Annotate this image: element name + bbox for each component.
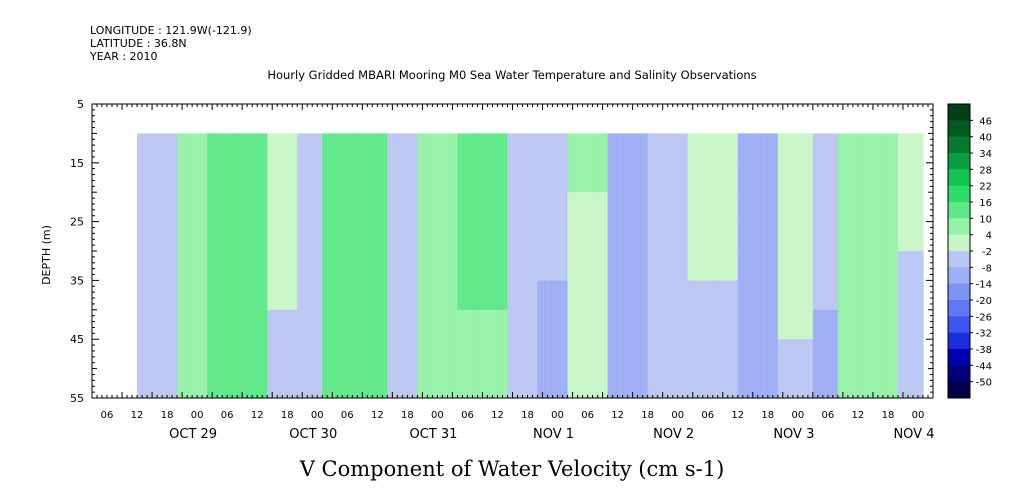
colorbar-swatch: [948, 381, 970, 399]
hour-tick-label: 12: [611, 410, 624, 421]
x-axis-label: V Component of Water Velocity (cm s-1): [299, 457, 725, 481]
hour-tick-label: 06: [822, 410, 835, 421]
hour-tick-label: 18: [761, 410, 774, 421]
hour-tick-labels: 06 12 18 00 06 12 18 00 06 12 18 00 06 12 18 00 06 12 18 00…: [101, 410, 925, 421]
colorbar-label: -38: [976, 345, 992, 356]
colorbar-label: -20: [976, 296, 992, 307]
hour-tick-label: 18: [281, 410, 294, 421]
colorbar-label: 40: [979, 133, 992, 144]
day-label: OCT 31: [409, 427, 457, 442]
colorbar-labels: 46 40 34 28 22 16 10 4 -2 -8 -14 -20 -26 -32 -38 -44 -50: [970, 116, 992, 389]
colorbar-label: 4: [986, 231, 992, 242]
colorbar-swatch: [948, 120, 970, 138]
day-label: OCT 29: [169, 427, 217, 442]
colorbar-label: 10: [979, 214, 992, 225]
colorbar-label: -14: [976, 280, 992, 291]
colorbar-swatch: [948, 153, 970, 170]
depth-tick-label: 25: [70, 216, 84, 229]
colorbar-swatch: [948, 104, 970, 121]
hour-tick-label: 06: [101, 410, 114, 421]
day-label: NOV 2: [653, 427, 694, 442]
hour-tick-label: 12: [491, 410, 504, 421]
colorbar-swatch: [948, 136, 970, 154]
texture-overlay: [137, 133, 933, 398]
hour-tick-label: 18: [521, 410, 534, 421]
colorbar-label: 28: [979, 165, 992, 176]
day-label: OCT 30: [289, 427, 337, 442]
hour-tick-label: 12: [731, 410, 744, 421]
chart-title: Hourly Gridded MBARI Mooring M0 Sea Wate…: [267, 68, 756, 82]
colorbar-label: 34: [979, 149, 992, 160]
hour-tick-label: 12: [131, 410, 144, 421]
hour-tick-label: 00: [431, 410, 444, 421]
colorbar-label: 16: [979, 198, 992, 209]
colorbar-swatch: [948, 218, 970, 236]
hour-tick-label: 12: [371, 410, 384, 421]
depth-tick-label: 5: [77, 98, 84, 111]
colorbar-swatch: [948, 169, 970, 187]
colorbar-label: -8: [982, 263, 992, 274]
depth-tick-label: 35: [70, 274, 84, 287]
colorbar-label: -2: [982, 247, 992, 258]
depth-tick-label: 15: [70, 157, 84, 170]
depth-tick-label: 45: [70, 333, 84, 346]
longitude-label: LONGITUDE : 121.9W(-121.9): [90, 24, 252, 37]
y-axis-label: DEPTH (m): [40, 225, 53, 285]
day-label: NOV 4: [893, 427, 934, 442]
colorbar-swatch: [948, 349, 970, 366]
hour-tick-label: 18: [882, 410, 895, 421]
colorbar-label: -26: [976, 312, 992, 323]
hour-tick-label: 00: [311, 410, 324, 421]
hour-tick-label: 00: [551, 410, 564, 421]
colorbar-label: -50: [976, 378, 992, 389]
year-label: YEAR : 2010: [90, 50, 158, 63]
latitude-label: LATITUDE : 36.8N: [90, 37, 187, 50]
colorbar-label: -44: [976, 361, 992, 372]
colorbar-swatch: [948, 251, 970, 268]
colorbar-swatch: [948, 234, 970, 252]
depth-tick-labels: 5 15 25 35 45 55: [70, 98, 84, 405]
hour-tick-label: 00: [912, 410, 925, 421]
hour-tick-label: 18: [161, 410, 174, 421]
colorbar-label: 46: [979, 116, 992, 127]
hour-tick-label: 00: [671, 410, 684, 421]
colorbar-swatch: [948, 316, 970, 334]
hour-tick-label: 18: [401, 410, 414, 421]
hour-tick-label: 00: [191, 410, 204, 421]
hour-tick-label: 06: [701, 410, 714, 421]
colorbar-swatch: [948, 332, 970, 350]
colorbar: [947, 103, 971, 399]
colorbar-label: 22: [979, 182, 992, 193]
colorbar-swatch: [948, 202, 970, 219]
hour-tick-label: 06: [341, 410, 354, 421]
hour-tick-label: 12: [852, 410, 865, 421]
colorbar-swatch: [948, 300, 970, 317]
colorbar-swatch: [948, 267, 970, 285]
hour-tick-label: 18: [641, 410, 654, 421]
day-label: NOV 1: [533, 427, 574, 442]
axis-ticks: [91, 103, 934, 399]
hour-tick-label: 06: [461, 410, 474, 421]
colorbar-swatch: [948, 365, 970, 383]
hour-tick-label: 00: [791, 410, 804, 421]
day-label: NOV 3: [773, 427, 814, 442]
colorbar-swatch: [948, 185, 970, 203]
colorbar-label: -32: [976, 329, 992, 340]
depth-tick-label: 55: [70, 392, 84, 405]
colorbar-swatch: [948, 283, 970, 301]
hour-tick-label: 06: [581, 410, 594, 421]
hour-tick-label: 12: [251, 410, 264, 421]
hour-tick-label: 06: [221, 410, 234, 421]
